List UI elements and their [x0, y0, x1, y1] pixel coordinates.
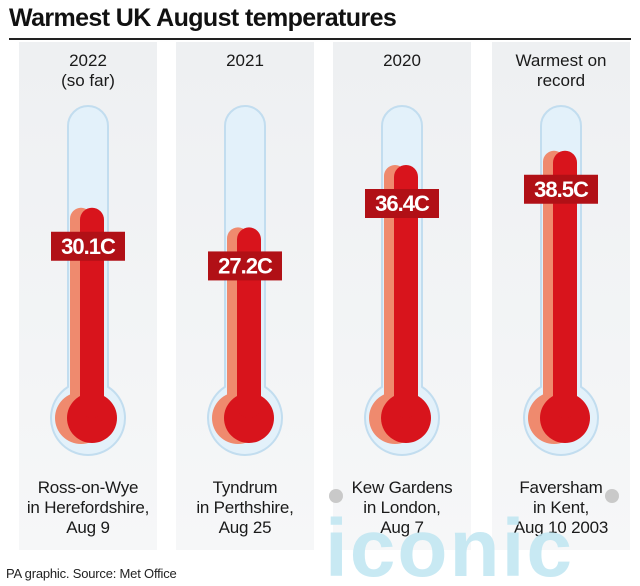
mercury-column: [394, 165, 418, 418]
location-label: Faversham in Kent, Aug 10 2003: [513, 478, 609, 537]
value-label-box: [365, 189, 439, 218]
value-label: 36.4C: [375, 191, 430, 216]
thermometer-column: 2020 36.4C Kew Gardens in London, Aug 7: [327, 42, 477, 550]
value-label: 30.1C: [61, 234, 116, 259]
year-label: 2021: [226, 51, 264, 70]
value-label-box: [208, 251, 282, 281]
value-label: 38.5C: [534, 177, 589, 202]
thermometer-column: Warmest on record 38.5C Faversham in Kent, Au…: [486, 42, 636, 550]
location-label: Tyndrum in Perthshire, Aug 25: [196, 478, 294, 537]
thermometer: 27.2C: [207, 105, 283, 456]
location-label: Ross-on-Wye in Herefordshire, Aug 9: [26, 478, 150, 537]
mercury-column: [553, 150, 577, 418]
year-label: 2020: [383, 51, 421, 70]
source-note: PA graphic. Source: Met Office: [6, 566, 177, 581]
watermark-text: iconic: [325, 503, 574, 586]
year-label: 2022 (so far): [61, 51, 115, 90]
value-label-box: [524, 174, 598, 204]
value-label: 27.2C: [218, 253, 273, 278]
title-divider: [9, 38, 631, 40]
thermometer-column: 2021 27.2C Tyndrum in Perthshire, Aug 25: [170, 42, 320, 550]
watermark-dot-1: [329, 489, 343, 503]
thermometer: 36.4C: [364, 105, 440, 456]
thermometer: 38.5C: [523, 105, 599, 456]
year-label: Warmest on record: [515, 51, 607, 90]
thermometer: 30.1C: [50, 105, 126, 456]
chart-title: Warmest UK August temperatures: [9, 4, 397, 32]
watermark-logo: iconic: [325, 489, 619, 586]
watermark-dot-2: [605, 489, 619, 503]
location-label: Kew Gardens in London, Aug 7: [351, 478, 453, 537]
thermometer-column: 2022 (so far) 30.1C Ross-on-Wye in Herefords…: [13, 42, 163, 550]
value-label-box: [51, 231, 125, 261]
